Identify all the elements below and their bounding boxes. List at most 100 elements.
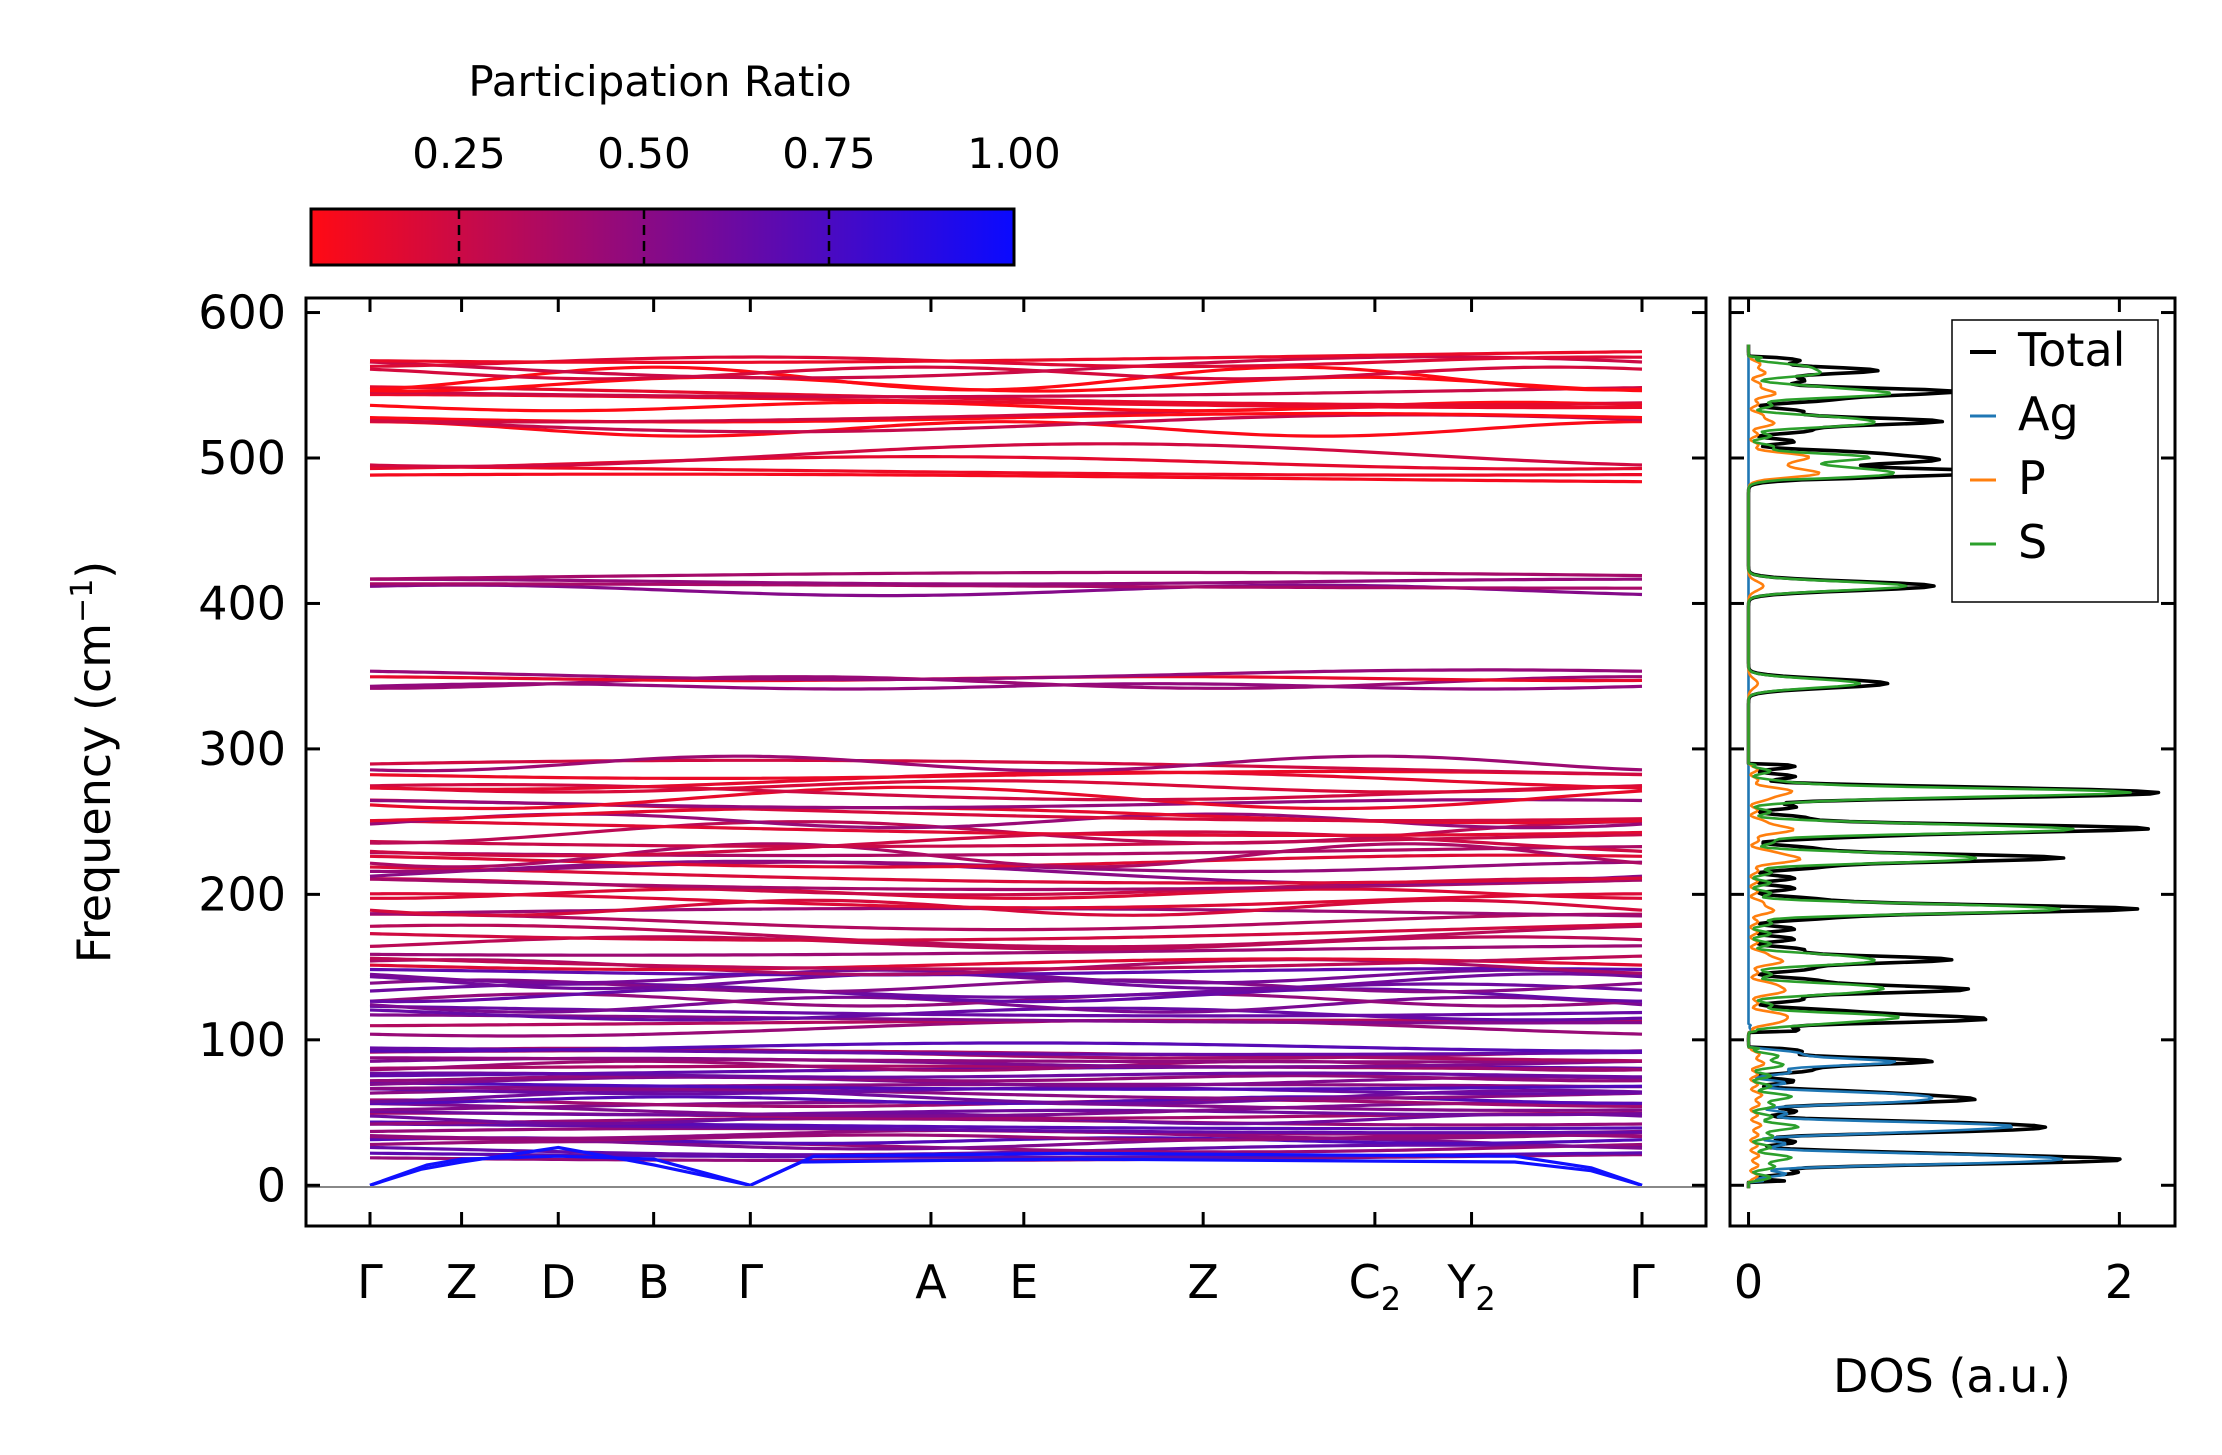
legend-entry: Ag bbox=[2018, 387, 2079, 441]
acoustic-branch bbox=[369, 1145, 751, 1187]
phonon-band bbox=[369, 350, 1643, 364]
phonon-band bbox=[369, 1087, 1643, 1101]
kpoint-label: Γ bbox=[1629, 1255, 1655, 1309]
phonon-band bbox=[370, 912, 1642, 932]
phonon-band bbox=[369, 819, 1643, 837]
colorbar-tick-label: 0.25 bbox=[412, 129, 506, 178]
phonon-band bbox=[369, 1013, 1643, 1025]
kpoint-label: A bbox=[915, 1255, 947, 1309]
band-lines bbox=[369, 350, 1643, 1187]
phonon-band bbox=[370, 892, 1643, 910]
phonon-band bbox=[370, 675, 1642, 690]
phonon-band bbox=[369, 385, 1643, 407]
phonon-band bbox=[369, 833, 1643, 848]
phonon-band bbox=[369, 682, 1643, 691]
phonon-band bbox=[369, 365, 1643, 381]
phonon-band bbox=[369, 1122, 1643, 1135]
phonon-band bbox=[369, 1133, 1643, 1142]
phonon-band bbox=[369, 355, 1643, 380]
kpoint-label: D bbox=[541, 1255, 576, 1309]
phonon-band bbox=[369, 365, 1643, 392]
dos-curve-s bbox=[1747, 344, 2132, 1189]
dos-legend: Total Ag PS bbox=[1951, 319, 2159, 603]
phonon-band bbox=[369, 570, 1643, 581]
frequency-axis-title-sup: −1 bbox=[65, 579, 100, 623]
phonon-band bbox=[370, 1056, 1643, 1064]
phonon-band bbox=[369, 853, 1643, 869]
kpath-axis-ticks: Γ Z D B Γ A E Z C2 Y2 Γ bbox=[357, 298, 1655, 1318]
dos-curves bbox=[1746, 344, 2161, 1189]
phonon-band bbox=[369, 472, 1643, 484]
kpoint-label: Z bbox=[446, 1255, 478, 1309]
dos-plot-frame bbox=[1728, 296, 2177, 1228]
phonon-band bbox=[369, 859, 1643, 886]
band-plot-frame bbox=[304, 296, 1708, 1228]
colorbar-title: Participation Ratio bbox=[468, 57, 851, 106]
frequency-tick-label: 500 bbox=[198, 431, 286, 485]
legend-box bbox=[1951, 319, 2159, 603]
frequency-axis-ticks: 0 100 200 300 400 500 600 bbox=[198, 286, 1706, 1212]
colorbar-gradient bbox=[309, 207, 1016, 267]
phonon-band bbox=[369, 420, 1642, 438]
phonon-band bbox=[369, 1074, 1643, 1083]
frequency-tick-label: 600 bbox=[198, 286, 286, 340]
legend-entry: Total bbox=[2017, 323, 2125, 377]
phonon-band bbox=[369, 923, 1643, 949]
kpoint-label: E bbox=[1009, 1255, 1038, 1309]
dos-tick-label: 2 bbox=[2105, 1255, 2134, 1309]
phonon-band bbox=[369, 1006, 1643, 1022]
phonon-band bbox=[369, 779, 1643, 794]
phonon-band bbox=[369, 1081, 1643, 1091]
frequency-tick-label: 100 bbox=[198, 1013, 286, 1067]
colorbar-ticks: 0.25 0.50 0.75 1.00 bbox=[412, 129, 1061, 265]
phonon-band bbox=[369, 842, 1643, 869]
phonon-band bbox=[369, 442, 1643, 469]
kpoint-label: C2 bbox=[1349, 1255, 1401, 1318]
phonon-band bbox=[369, 668, 1643, 682]
phonon-band bbox=[369, 898, 1643, 917]
phonon-band bbox=[370, 465, 1642, 477]
frequency-tick-label: 300 bbox=[198, 722, 286, 776]
phonon-band bbox=[369, 770, 1643, 791]
phonon-band bbox=[369, 754, 1643, 773]
phonon-band bbox=[369, 1108, 1643, 1117]
frequency-axis-title-close: ) bbox=[67, 561, 121, 579]
frequency-axis-title: Frequency (cm−1) bbox=[65, 561, 121, 964]
phonon-band bbox=[369, 865, 1643, 885]
phonon-band bbox=[370, 887, 1643, 900]
colorbar-tick-label: 1.00 bbox=[967, 129, 1061, 178]
phonon-band bbox=[369, 922, 1643, 942]
phonon-band bbox=[369, 798, 1643, 810]
acoustic-branch bbox=[749, 1157, 1643, 1187]
phonon-band bbox=[370, 1041, 1642, 1053]
colorbar: Participation Ratio 0.25 0.50 0.75 1.00 bbox=[309, 57, 1061, 267]
dos-tick-label: 0 bbox=[1734, 1255, 1763, 1309]
frequency-axis-title-main: Frequency (cm bbox=[67, 623, 121, 963]
colorbar-tick-label: 0.50 bbox=[597, 129, 691, 178]
phonon-band bbox=[370, 582, 1642, 590]
phonon-band bbox=[369, 972, 1643, 991]
phonon-band bbox=[369, 355, 1642, 369]
phonon-band bbox=[369, 1117, 1643, 1127]
kpoint-label: B bbox=[638, 1255, 670, 1309]
kpoint-label: Γ bbox=[357, 1255, 383, 1309]
frequency-tick-label: 0 bbox=[257, 1158, 286, 1212]
acoustic-branch bbox=[749, 1151, 1643, 1187]
phonon-band bbox=[369, 785, 1643, 811]
phonon-band bbox=[369, 967, 1643, 977]
phonon-band bbox=[369, 577, 1642, 586]
kpoint-label: Γ bbox=[738, 1255, 764, 1309]
phonon-band bbox=[369, 1064, 1643, 1072]
legend-entry: S bbox=[2018, 515, 2047, 569]
frequency-tick-label: 400 bbox=[198, 576, 286, 630]
band-structure-panel: 0 100 200 300 400 500 600 Γ Z D B Γ A E Z C2 Y2 Γ Freque… bbox=[65, 286, 1708, 1318]
phonon-band bbox=[369, 954, 1643, 971]
legend-entry: P bbox=[2018, 451, 2046, 505]
phonon-band bbox=[369, 944, 1643, 957]
phonon-band bbox=[369, 769, 1643, 780]
kpoint-label: Z bbox=[1187, 1255, 1219, 1309]
kpoint-label: Y2 bbox=[1446, 1255, 1495, 1318]
